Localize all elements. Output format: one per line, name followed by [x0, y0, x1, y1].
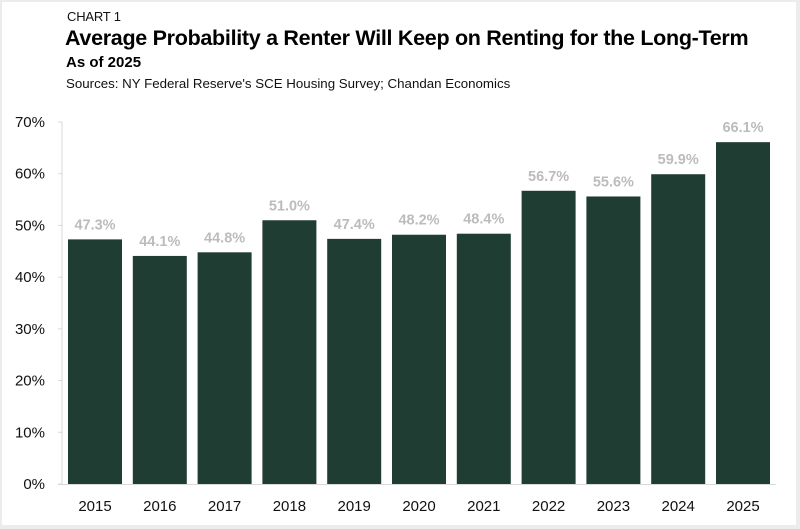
y-tick-label: 20%	[15, 373, 45, 390]
bars	[68, 142, 770, 484]
bar-2023	[586, 196, 641, 484]
chart-source: Sources: NY Federal Reserve's SCE Housin…	[66, 76, 511, 91]
bar-2025	[716, 142, 770, 484]
x-tick-label: 2015	[78, 498, 111, 515]
y-tick-label: 30%	[15, 321, 45, 338]
x-tick-label: 2017	[208, 498, 241, 515]
bar-2015	[68, 239, 122, 484]
x-tick-label: 2018	[273, 498, 306, 515]
chart-kicker: CHART 1	[67, 9, 121, 24]
data-label-2020: 48.2%	[398, 213, 439, 229]
data-label-2019: 47.4%	[334, 217, 375, 233]
y-tick-label: 70%	[15, 114, 45, 131]
y-tick-label: 60%	[15, 166, 45, 183]
bar-2017	[197, 252, 252, 484]
data-label-2016: 44.1%	[139, 234, 180, 250]
data-label-2022: 56.7%	[528, 169, 569, 185]
bar-2024	[651, 174, 706, 484]
chart-subtitle: As of 2025	[66, 54, 142, 71]
data-label-2015: 47.3%	[74, 217, 115, 233]
chart-title: Average Probability a Renter Will Keep o…	[65, 26, 749, 50]
x-tick-label: 2025	[726, 498, 759, 515]
bar-2018	[262, 220, 317, 484]
y-tick-label: 10%	[15, 424, 45, 441]
bar-2019	[327, 238, 382, 484]
x-tick-label: 2021	[467, 498, 500, 515]
y-tick-label: 0%	[23, 476, 45, 493]
x-tick-label: 2020	[402, 498, 435, 515]
x-axis: 2015 2016 2017 2018 2019 2020 2021 2022 2023 2024…	[58, 484, 776, 515]
x-tick-label: 2023	[597, 498, 630, 515]
data-label-2024: 59.9%	[658, 152, 699, 168]
x-tick-label: 2024	[662, 498, 695, 515]
bar-2022	[521, 190, 576, 484]
y-tick-label: 40%	[15, 269, 45, 286]
bar-2021	[456, 233, 511, 484]
y-axis: 0% 10% 20% 30% 40% 50% 60% 70%	[15, 114, 63, 493]
data-label-2023: 55.6%	[593, 174, 634, 190]
data-label-2025: 66.1%	[722, 120, 763, 136]
x-tick-label: 2016	[143, 498, 176, 515]
y-tick-label: 50%	[15, 217, 45, 234]
x-tick-label: 2022	[532, 498, 565, 515]
data-labels: 47.3% 44.1% 44.8% 51.0% 47.4% 48.2% 48.4% 56.7%…	[74, 120, 763, 250]
data-label-2017: 44.8%	[204, 230, 245, 246]
bar-2020	[392, 234, 446, 484]
x-tick-label: 2019	[338, 498, 371, 515]
bar-2016	[132, 255, 187, 484]
data-label-2018: 51.0%	[269, 198, 310, 214]
data-label-2021: 48.4%	[463, 212, 504, 228]
